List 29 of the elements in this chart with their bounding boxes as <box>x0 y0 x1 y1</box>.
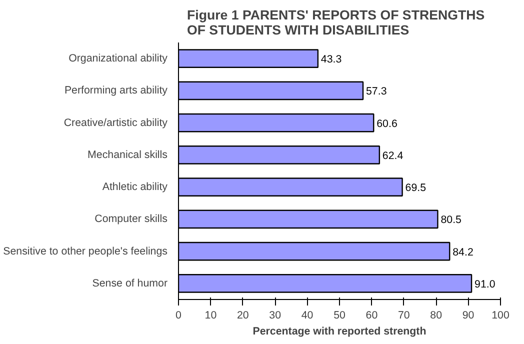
x-tick-label: 50 <box>334 310 346 322</box>
y-tick-label: Sense of humor <box>92 277 168 290</box>
x-tick-label: 40 <box>301 310 314 322</box>
data-label: 43.3 <box>320 54 342 66</box>
x-tick-label: 70 <box>398 310 410 322</box>
x-tick-label: 100 <box>492 310 510 322</box>
data-label: 69.5 <box>405 182 426 194</box>
data-label: 60.6 <box>376 118 398 130</box>
y-tick-label: Organizational ability <box>68 52 168 65</box>
chart-title: Figure 1 PARENTS' REPORTS OF STRENGTHS OF STUDENTS WITH DISABILITIES <box>186 8 485 38</box>
data-label: 91.0 <box>474 278 496 290</box>
x-tick-label: 90 <box>462 310 474 322</box>
y-tick-label: Creative/artistic ability <box>64 116 168 129</box>
x-tick-label: 30 <box>269 310 282 322</box>
x-tick-label: 80 <box>430 310 442 322</box>
y-tick-label: Performing arts ability <box>64 84 168 97</box>
x-tick-label: 0 <box>176 310 182 322</box>
x-tick-label: 60 <box>366 310 378 322</box>
data-label: 84.2 <box>452 246 474 258</box>
data-label: 57.3 <box>366 86 387 98</box>
data-label: 80.5 <box>440 214 462 226</box>
y-tick-label: Computer skills <box>94 213 168 226</box>
y-tick-label: Mechanical skills <box>88 148 168 161</box>
x-axis-title: Percentage with reported strength <box>252 326 426 338</box>
data-label: 62.4 <box>382 150 404 162</box>
x-tick-label: 10 <box>204 310 217 322</box>
y-tick-label: Athletic ability <box>102 181 168 194</box>
x-tick-label: 20 <box>236 310 249 322</box>
y-tick-label: Sensitive to other people's feelings <box>3 245 168 258</box>
